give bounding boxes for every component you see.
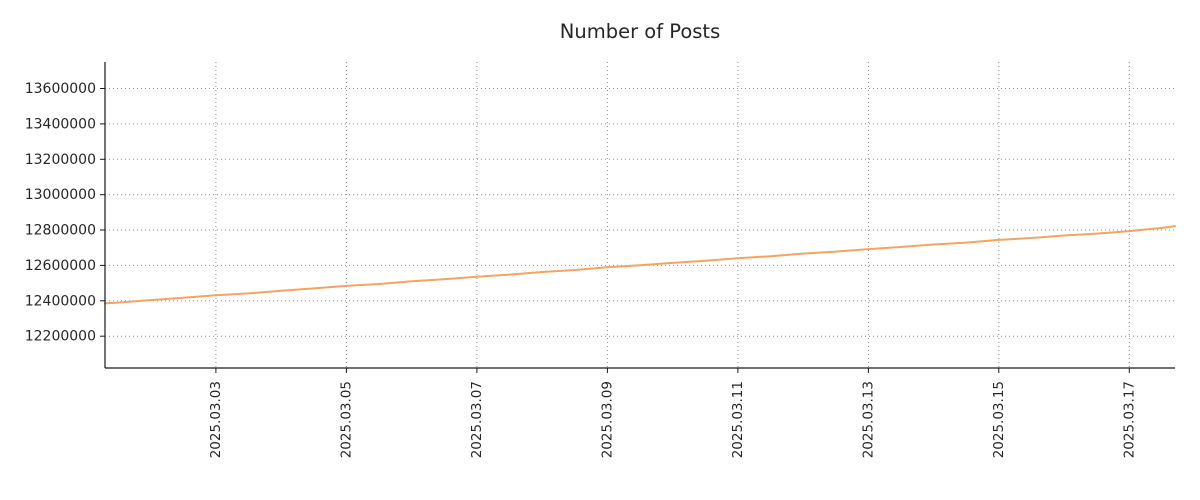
x-tick-label: 2025.03.17: [1121, 381, 1137, 458]
chart-title: Number of Posts: [560, 20, 721, 43]
gridlines: [105, 62, 1175, 368]
y-tick-label: 12200000: [25, 329, 96, 345]
series-line-posts: [104, 225, 1176, 305]
y-tick-label: 13600000: [25, 81, 96, 97]
x-tick-label: 2025.03.11: [730, 381, 746, 458]
tick-labels-group: 12200000 12400000 12600000 12800000 13000000…: [25, 81, 1138, 458]
y-tick-label: 13000000: [25, 187, 96, 203]
axes-group: [100, 62, 1175, 373]
y-tick-label: 13200000: [25, 152, 96, 168]
y-tick-label: 12400000: [25, 293, 96, 309]
y-tick-label: 12800000: [25, 223, 96, 239]
y-tick-label: 12600000: [25, 258, 96, 274]
x-tick-label: 2025.03.13: [860, 381, 876, 458]
x-tick-label: 2025.03.03: [208, 381, 224, 458]
y-tick-label: 13400000: [25, 116, 96, 132]
x-tick-label: 2025.03.07: [469, 381, 485, 458]
x-tick-label: 2025.03.15: [991, 381, 1007, 458]
x-tick-label: 2025.03.05: [338, 381, 354, 458]
series-group: [104, 225, 1176, 305]
x-tick-label: 2025.03.09: [599, 381, 615, 458]
